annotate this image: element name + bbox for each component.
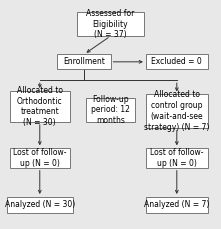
FancyBboxPatch shape [146, 197, 208, 213]
FancyBboxPatch shape [86, 98, 135, 122]
Text: Analyzed (N = 7): Analyzed (N = 7) [144, 200, 210, 210]
FancyBboxPatch shape [7, 197, 73, 213]
Text: Excluded = 0: Excluded = 0 [151, 57, 202, 66]
Text: Follow-up
period: 12
months: Follow-up period: 12 months [91, 95, 130, 125]
Text: Allocated to
Orthodontic
treatment
(N = 30): Allocated to Orthodontic treatment (N = … [17, 86, 63, 127]
Text: Lost of follow-
up (N = 0): Lost of follow- up (N = 0) [13, 148, 67, 168]
FancyBboxPatch shape [77, 12, 144, 36]
FancyBboxPatch shape [146, 95, 208, 128]
FancyBboxPatch shape [10, 91, 70, 122]
Text: Assessed for
Eligibility
(N = 37): Assessed for Eligibility (N = 37) [86, 9, 135, 39]
FancyBboxPatch shape [10, 148, 70, 168]
Text: Lost of follow-
up (N = 0): Lost of follow- up (N = 0) [150, 148, 204, 168]
FancyBboxPatch shape [146, 148, 208, 168]
FancyBboxPatch shape [57, 55, 110, 69]
Text: Analyzed (N = 30): Analyzed (N = 30) [5, 200, 75, 210]
FancyBboxPatch shape [146, 55, 208, 69]
Text: Allocated to
control group
(wait-and-see
strategy) (N = 7): Allocated to control group (wait-and-see… [144, 90, 210, 132]
Text: Enrollment: Enrollment [63, 57, 105, 66]
